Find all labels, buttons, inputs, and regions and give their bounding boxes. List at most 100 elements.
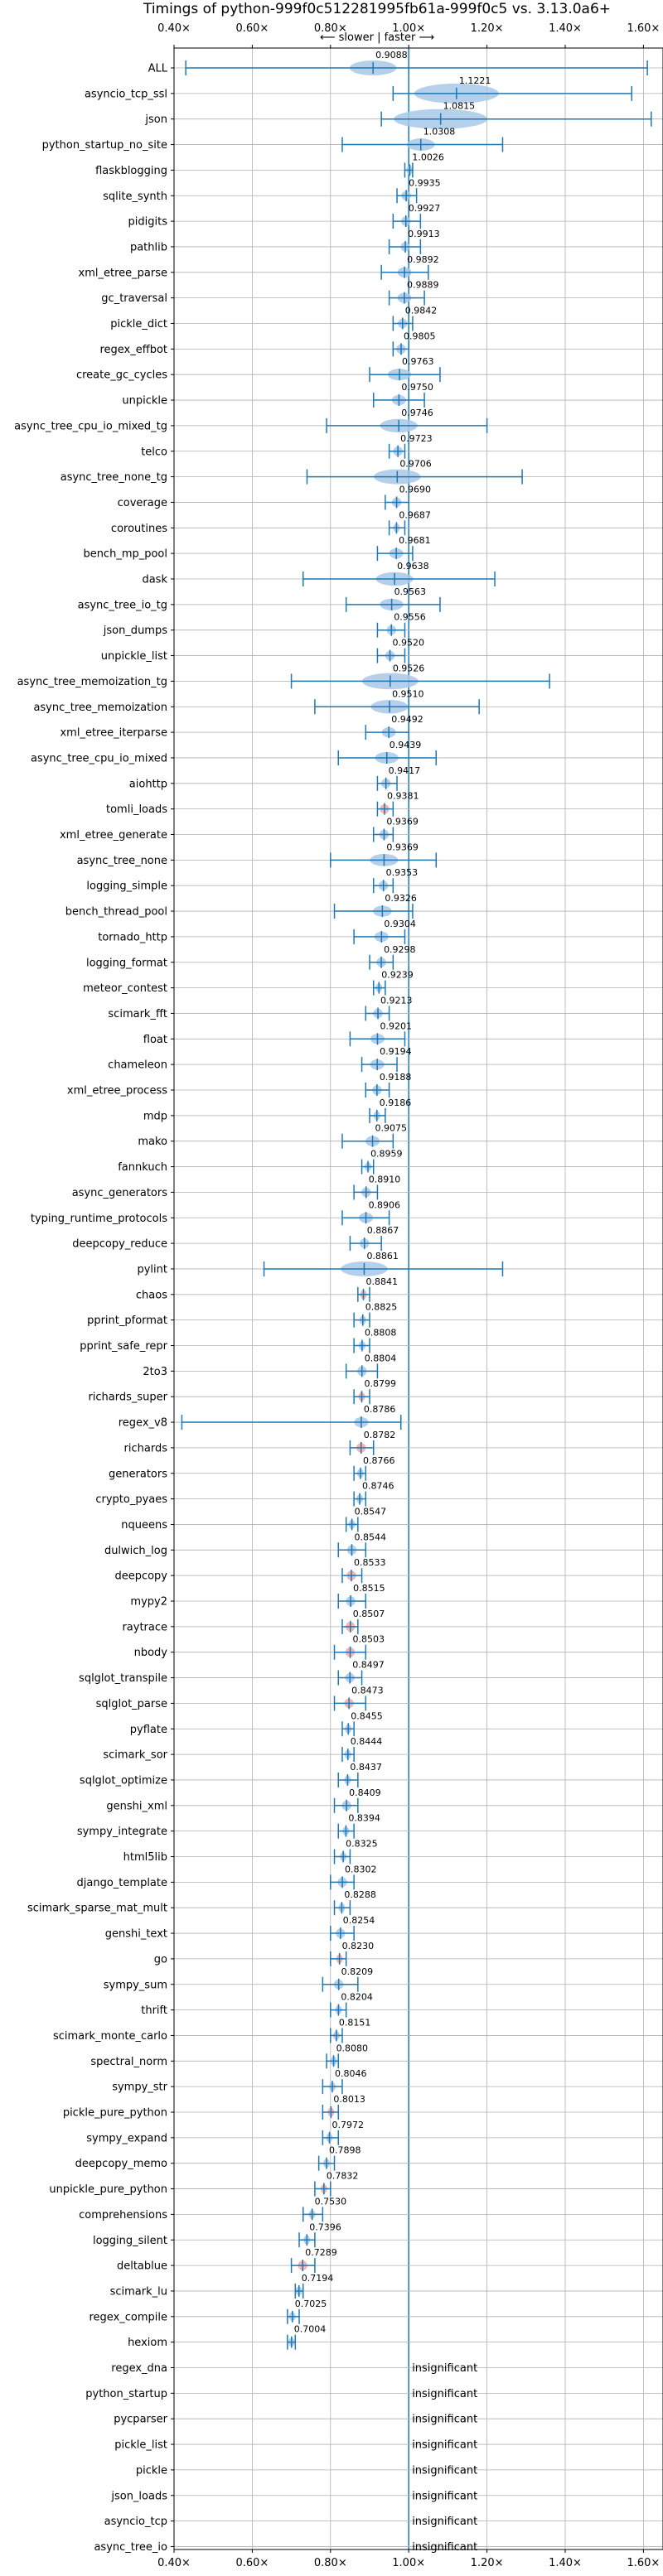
value-label: 0.9638	[397, 561, 429, 572]
value-label: 0.9492	[391, 714, 423, 725]
x-tick-label-bottom: 1.00×	[392, 2557, 425, 2569]
x-tick-label-bottom: 1.60×	[627, 2557, 660, 2569]
value-label: 0.7530	[315, 2196, 347, 2207]
benchmark-label: fannkuch	[118, 1161, 167, 1174]
value-label: 0.9706	[399, 459, 432, 470]
benchmark-label: pickle_pure_python	[63, 2107, 167, 2120]
benchmark-label: sympy_expand	[86, 2132, 167, 2144]
x-tick-label-top: 1.40×	[549, 22, 582, 35]
benchmark-label: sqlglot_transpile	[79, 1672, 167, 1685]
benchmark-label: scimark_sor	[103, 1749, 167, 1762]
value-label: 0.9892	[407, 254, 439, 265]
benchmark-label: deepcopy	[114, 1570, 167, 1583]
chart-title: Timings of python-999f0c512281995fb61a-9…	[143, 1, 611, 17]
benchmark-label: deepcopy_reduce	[72, 1238, 167, 1251]
benchmark-label: json_dumps	[103, 625, 167, 637]
value-label: 0.8151	[339, 2017, 371, 2028]
value-label: 0.8507	[353, 1609, 385, 1619]
benchmark-label: async_tree_none_tg	[60, 471, 167, 484]
benchmark-label: aiohttp	[129, 778, 167, 790]
marks-layer	[181, 60, 652, 2350]
benchmark-label: scimark_monte_carlo	[53, 2030, 167, 2043]
value-label: 0.8867	[367, 1225, 399, 1236]
benchmark-label: chameleon	[108, 1059, 167, 1072]
insignificant-label: insignificant	[412, 2388, 477, 2400]
value-label: 0.9889	[407, 280, 439, 291]
benchmark-label: unpickle	[122, 395, 167, 408]
x-tick-label-top: 1.20×	[471, 22, 504, 35]
value-label: 0.8959	[370, 1149, 403, 1160]
value-label: 1.1221	[459, 75, 491, 86]
value-label: 0.9369	[386, 842, 419, 852]
benchmark-label: logging_format	[86, 957, 167, 969]
benchmark-label: gc_traversal	[101, 292, 167, 305]
benchmark-label: deepcopy_memo	[75, 2158, 167, 2170]
value-label: 1.0308	[423, 127, 456, 137]
value-label: 0.7898	[329, 2145, 361, 2156]
value-label: 0.8808	[365, 1328, 397, 1339]
value-label: 0.8544	[354, 1532, 386, 1542]
chart-subtitle: ⟵ slower | faster ⟶	[320, 31, 434, 44]
benchmark-label: dask	[142, 574, 167, 586]
benchmark-label: genshi_text	[105, 1928, 167, 1941]
insignificant-label: insignificant	[412, 2362, 477, 2375]
value-label: 0.8080	[336, 2043, 369, 2053]
x-tick-label-bottom: 1.40×	[549, 2557, 582, 2569]
benchmark-label: 2to3	[143, 1366, 167, 1378]
value-label: 0.9690	[399, 484, 432, 494]
value-label: 0.9563	[394, 586, 427, 597]
benchmark-label: telco	[141, 446, 167, 458]
value-label: 0.8473	[351, 1685, 384, 1696]
value-label: 0.9381	[387, 791, 419, 802]
benchmark-label: bench_thread_pool	[65, 906, 167, 919]
benchmark-label: mypy2	[130, 1596, 167, 1609]
value-label: 0.9510	[392, 688, 424, 699]
benchmark-label: richards	[124, 1442, 168, 1454]
benchmark-label: regex_dna	[111, 2362, 167, 2375]
benchmark-label: sympy_str	[112, 2082, 167, 2094]
benchmark-label: ALL	[148, 63, 168, 75]
plot-frame	[173, 47, 663, 2550]
benchmark-label: deltablue	[117, 2260, 167, 2273]
value-label: 0.9298	[384, 944, 416, 955]
value-label: 0.8825	[365, 1302, 398, 1313]
benchmark-label: regex_effbot	[99, 344, 167, 356]
x-tick-label-top: 1.60×	[627, 22, 660, 35]
benchmark-label: pprint_safe_repr	[80, 1340, 167, 1353]
benchmark-label: json	[144, 113, 167, 126]
insignificant-label: insignificant	[412, 2516, 477, 2528]
value-label: 0.9681	[399, 535, 431, 546]
x-tick-label-top: 1.00×	[392, 22, 425, 35]
x-tick-label-bottom: 0.60×	[235, 2557, 269, 2569]
benchmark-label: pylint	[137, 1263, 167, 1276]
value-label: 0.7025	[295, 2299, 327, 2309]
value-label: 0.9369	[386, 817, 419, 827]
insignificant-label: insignificant	[412, 2490, 477, 2502]
value-label: 0.9723	[400, 433, 433, 444]
value-label: 0.9526	[393, 663, 425, 673]
value-label: 0.8444	[351, 1736, 383, 1747]
value-label: 0.9520	[393, 638, 425, 649]
benchmark-label: async_tree_memoization_tg	[17, 676, 167, 688]
benchmark-label: meteor_contest	[83, 982, 167, 995]
value-label: 0.8013	[333, 2094, 365, 2105]
benchmark-label: async_tree_cpu_io_mixed_tg	[14, 420, 167, 432]
benchmark-label: tornado_http	[98, 931, 167, 943]
benchmark-label: logging_silent	[93, 2235, 167, 2247]
insignificant-label: insignificant	[412, 2541, 477, 2554]
value-label: 0.8799	[365, 1378, 397, 1389]
benchmark-label: pyflate	[130, 1724, 167, 1736]
benchmark-label: regex_v8	[119, 1417, 167, 1430]
value-label: 0.9842	[405, 306, 438, 316]
value-label: 0.8325	[346, 1839, 378, 1850]
benchmark-label: genshi_xml	[106, 1800, 167, 1812]
benchmark-label: nqueens	[121, 1519, 167, 1532]
benchmark-label: pickle_list	[114, 2439, 167, 2452]
benchmark-label: async_tree_io	[94, 2541, 167, 2554]
value-label: 0.8906	[369, 1199, 401, 1210]
benchmark-label: chaos	[136, 1289, 167, 1301]
benchmark-label: raytrace	[122, 1621, 167, 1633]
insignificant-label: insignificant	[412, 2414, 477, 2426]
value-label: 0.8515	[353, 1583, 385, 1594]
